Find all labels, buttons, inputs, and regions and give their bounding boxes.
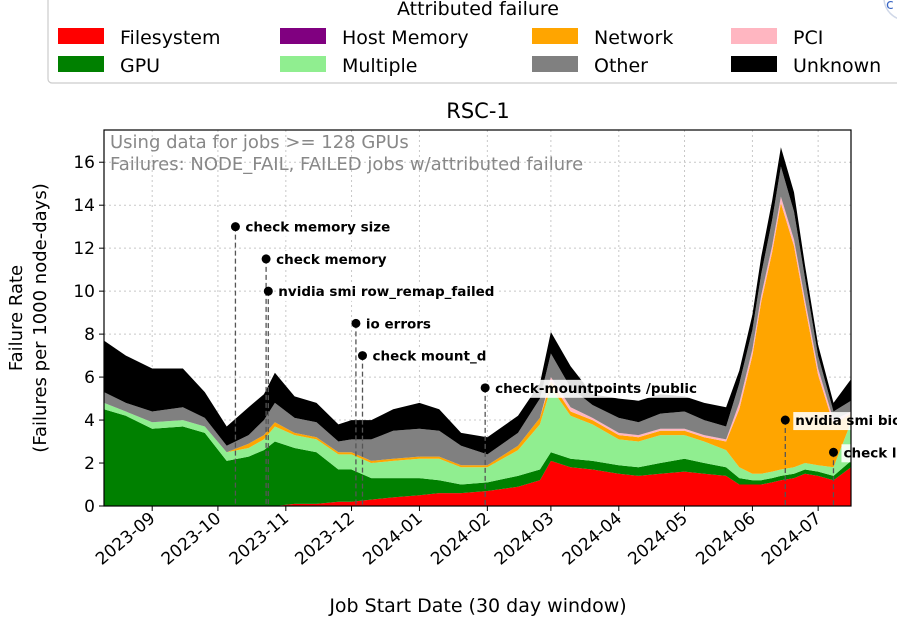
- legend-label-pci: PCI: [793, 27, 823, 49]
- x-tick-label: 2024-07: [758, 509, 825, 570]
- annotations: check memory size check memory nvidia smi …: [230, 218, 897, 506]
- annotation-label: check-mountpoints /public: [495, 381, 697, 397]
- annotation-label-bg: [841, 444, 897, 463]
- stacked-areas: [104, 147, 851, 506]
- legend-frame: [47, 0, 897, 84]
- y-tick-label: 2: [84, 454, 95, 474]
- annotation-label: nvidia smi bios version mismatch: [795, 413, 897, 429]
- legend-label-network: Network: [594, 27, 673, 49]
- annotation-label: check mount_d: [372, 349, 486, 365]
- area-other: [104, 166, 851, 466]
- legend-label-multiple: Multiple: [342, 55, 417, 77]
- legend-label-other: Other: [594, 55, 648, 77]
- legend-swatch-unknown: [731, 56, 777, 72]
- legend-swatch-network: [532, 28, 578, 44]
- y-tick-label: 16: [73, 153, 95, 173]
- annotation-label-bg: [243, 218, 393, 237]
- annotation-marker: [357, 351, 367, 361]
- x-tick-label: 2023-09: [92, 509, 159, 570]
- y-tick-label: 8: [84, 325, 95, 345]
- annotation-marker: [351, 318, 361, 328]
- annotation-label: check ldap: [843, 445, 897, 461]
- y-tick-label: 4: [84, 411, 95, 431]
- annotation-label-bg: [793, 412, 897, 431]
- x-tick-label: 2024-03: [491, 509, 558, 570]
- legend-swatch-filesystem: [58, 28, 104, 44]
- legend-items: Filesystem Host Memory Network PCI GPU Multip…: [58, 27, 881, 77]
- annotation-marker: [828, 447, 838, 457]
- area-gpu: [104, 409, 851, 506]
- x-tick-label: 2024-02: [427, 509, 494, 570]
- note-line-2: Failures: NODE_FAIL, FAILED jobs w/attri…: [110, 154, 583, 175]
- y-tick-label: 0: [84, 497, 95, 517]
- annotation-marker: [480, 383, 490, 393]
- legend-label-filesystem: Filesystem: [120, 27, 220, 49]
- legend-swatch-multiple: [280, 56, 326, 72]
- x-tick-label: 2024-04: [559, 509, 626, 570]
- annotation-label-bg: [493, 379, 700, 398]
- x-tick-label: 2023-10: [158, 509, 225, 570]
- annotation-label-bg: [276, 283, 497, 302]
- annotation-marker: [230, 222, 240, 232]
- legend-swatch-host-memory: [280, 28, 326, 44]
- y-tick-label: 14: [73, 196, 95, 216]
- area-multiple: [104, 387, 851, 485]
- annotation-label: io errors: [366, 316, 431, 332]
- area-network: [104, 203, 851, 474]
- legend-label-unknown: Unknown: [793, 55, 881, 77]
- area-pci: [104, 196, 851, 466]
- chart-title: RSC-1: [446, 99, 510, 123]
- area-unknown: [104, 147, 851, 455]
- annotation-label-bg: [363, 315, 433, 334]
- annotation-marker: [261, 254, 271, 264]
- x-tick-label: 2024-05: [624, 509, 691, 570]
- annotation-label: nvidia smi row_remap_failed: [278, 284, 494, 300]
- y-tick-label: 10: [73, 282, 95, 302]
- x-tick-label: 2023-11: [226, 509, 293, 570]
- y-tick-label: 6: [84, 368, 95, 388]
- x-axis-label: Job Start Date (30 day window): [328, 595, 626, 617]
- corner-button-icon[interactable]: c: [883, 0, 897, 20]
- legend-label-gpu: GPU: [120, 55, 160, 77]
- x-tick-label: 2024-01: [359, 509, 426, 570]
- plot-frame: [103, 129, 852, 507]
- annotation-label: check memory: [276, 252, 387, 268]
- svg-text:c: c: [886, 0, 894, 13]
- x-tick-label: 2024-06: [692, 509, 759, 570]
- legend-swatch-pci: [731, 28, 777, 44]
- legend: Attributed failure Filesystem Host Memory…: [47, 0, 897, 84]
- y-axis-ticks: 0 2 4 6 8 10 12 14 16: [73, 153, 104, 517]
- annotation-label-bg: [274, 250, 389, 269]
- annotation-label-bg: [370, 347, 489, 366]
- area-filesystem: [104, 460, 851, 506]
- y-axis-label-line-1: Failure Rate: [6, 265, 27, 371]
- y-axis-label-line-2: (Failures per 1000 node-days): [30, 183, 51, 452]
- legend-title: Attributed failure: [397, 0, 559, 20]
- legend-label-host-memory: Host Memory: [342, 27, 469, 49]
- annotation-marker: [263, 286, 273, 296]
- legend-swatch-other: [532, 56, 578, 72]
- legend-swatch-gpu: [58, 56, 104, 72]
- y-tick-label: 12: [73, 239, 95, 259]
- x-tick-label: 2023-12: [291, 509, 358, 570]
- annotation-label: check memory size: [245, 220, 390, 236]
- annotation-marker: [780, 415, 790, 425]
- note-line-1: Using data for jobs >= 128 GPUs: [110, 132, 409, 153]
